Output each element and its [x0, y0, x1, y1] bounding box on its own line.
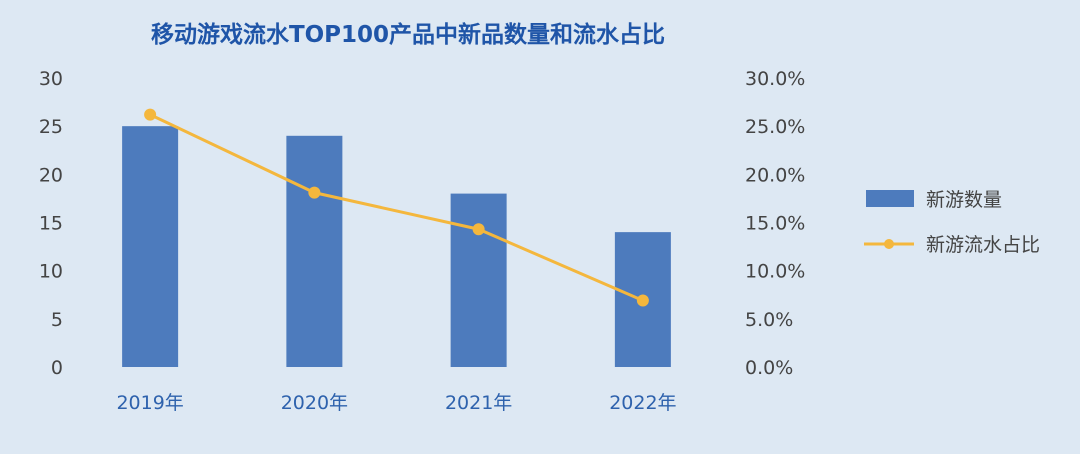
- right-tick-label: 25.0%: [745, 116, 805, 138]
- right-tick-label: 15.0%: [745, 213, 805, 235]
- legend-bar-label: 新游数量: [926, 189, 1002, 211]
- line-point: [144, 108, 157, 121]
- bar: [286, 135, 343, 367]
- x-axis: 2019年 2020年 2021年 2022年: [116, 392, 676, 414]
- left-tick-label: 30: [39, 68, 63, 90]
- line-series: [144, 108, 649, 307]
- bar: [450, 193, 507, 367]
- left-tick-label: 0: [51, 357, 63, 379]
- category-label: 2019年: [116, 392, 183, 414]
- category-label: 2021年: [445, 392, 512, 414]
- legend-bar-swatch: [866, 190, 914, 207]
- legend: 新游数量 新游流水占比: [864, 189, 1040, 256]
- line-point: [472, 223, 485, 236]
- left-tick-label: 20: [39, 164, 63, 186]
- line-path: [149, 113, 644, 302]
- right-axis: 0.0% 5.0% 10.0% 15.0% 20.0% 25.0% 30.0%: [745, 68, 805, 379]
- left-tick-label: 5: [51, 309, 63, 331]
- right-tick-label: 5.0%: [745, 309, 793, 331]
- left-tick-label: 10: [39, 261, 63, 283]
- right-tick-label: 20.0%: [745, 164, 805, 186]
- line-point: [308, 186, 321, 199]
- left-axis: 0 5 10 15 20 25 30: [39, 68, 63, 379]
- right-tick-label: 0.0%: [745, 357, 793, 379]
- category-label: 2020年: [281, 392, 348, 414]
- right-tick-label: 30.0%: [745, 68, 805, 90]
- left-tick-label: 15: [39, 213, 63, 235]
- legend-line-label: 新游流水占比: [926, 234, 1040, 256]
- category-label: 2022年: [609, 392, 676, 414]
- left-tick-label: 25: [39, 116, 63, 138]
- bar: [122, 126, 179, 368]
- bar-series: [122, 126, 671, 368]
- legend-line-marker: [884, 239, 894, 249]
- right-tick-label: 10.0%: [745, 261, 805, 283]
- line-point: [636, 294, 649, 307]
- chart-title: 移动游戏流水TOP100产品中新品数量和流水占比: [151, 21, 665, 48]
